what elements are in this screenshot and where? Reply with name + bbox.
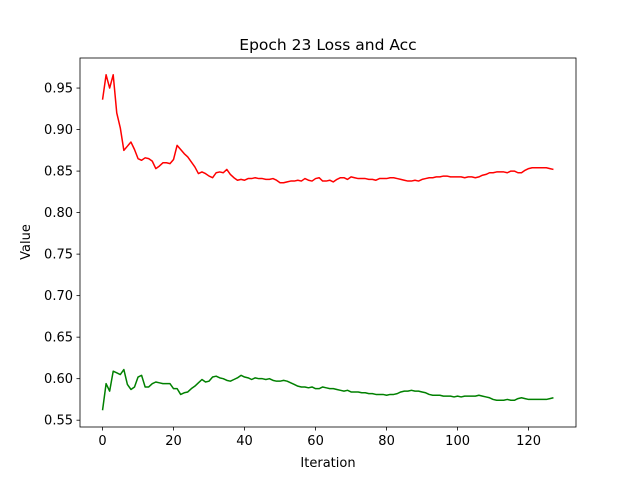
chart-title: Epoch 23 Loss and Acc [239, 36, 416, 54]
y-tick-label: 0.55 [44, 414, 73, 429]
x-tick-label: 40 [236, 434, 253, 449]
x-tick-label: 60 [307, 434, 324, 449]
plot-frame [79, 57, 577, 428]
y-tick-label: 0.60 [44, 372, 73, 387]
x-tick-label: 100 [445, 434, 470, 449]
x-axis-label: Iteration [300, 456, 355, 471]
x-tick-label: 120 [516, 434, 541, 449]
y-tick-label: 0.75 [44, 248, 73, 263]
y-tick-label: 0.80 [44, 206, 73, 221]
line-series [101, 74, 554, 184]
line-series [101, 368, 554, 411]
y-tick-label: 0.70 [44, 289, 73, 304]
x-tick-label: 80 [378, 434, 395, 449]
y-tick-label: 0.95 [44, 82, 73, 97]
y-tick-label: 0.85 [44, 165, 73, 180]
y-tick-label: 0.65 [44, 331, 73, 346]
x-tick-label: 0 [98, 434, 106, 449]
x-tick-label: 20 [165, 434, 182, 449]
y-axis-label: Value [19, 224, 34, 260]
y-tick-label: 0.90 [44, 123, 73, 138]
